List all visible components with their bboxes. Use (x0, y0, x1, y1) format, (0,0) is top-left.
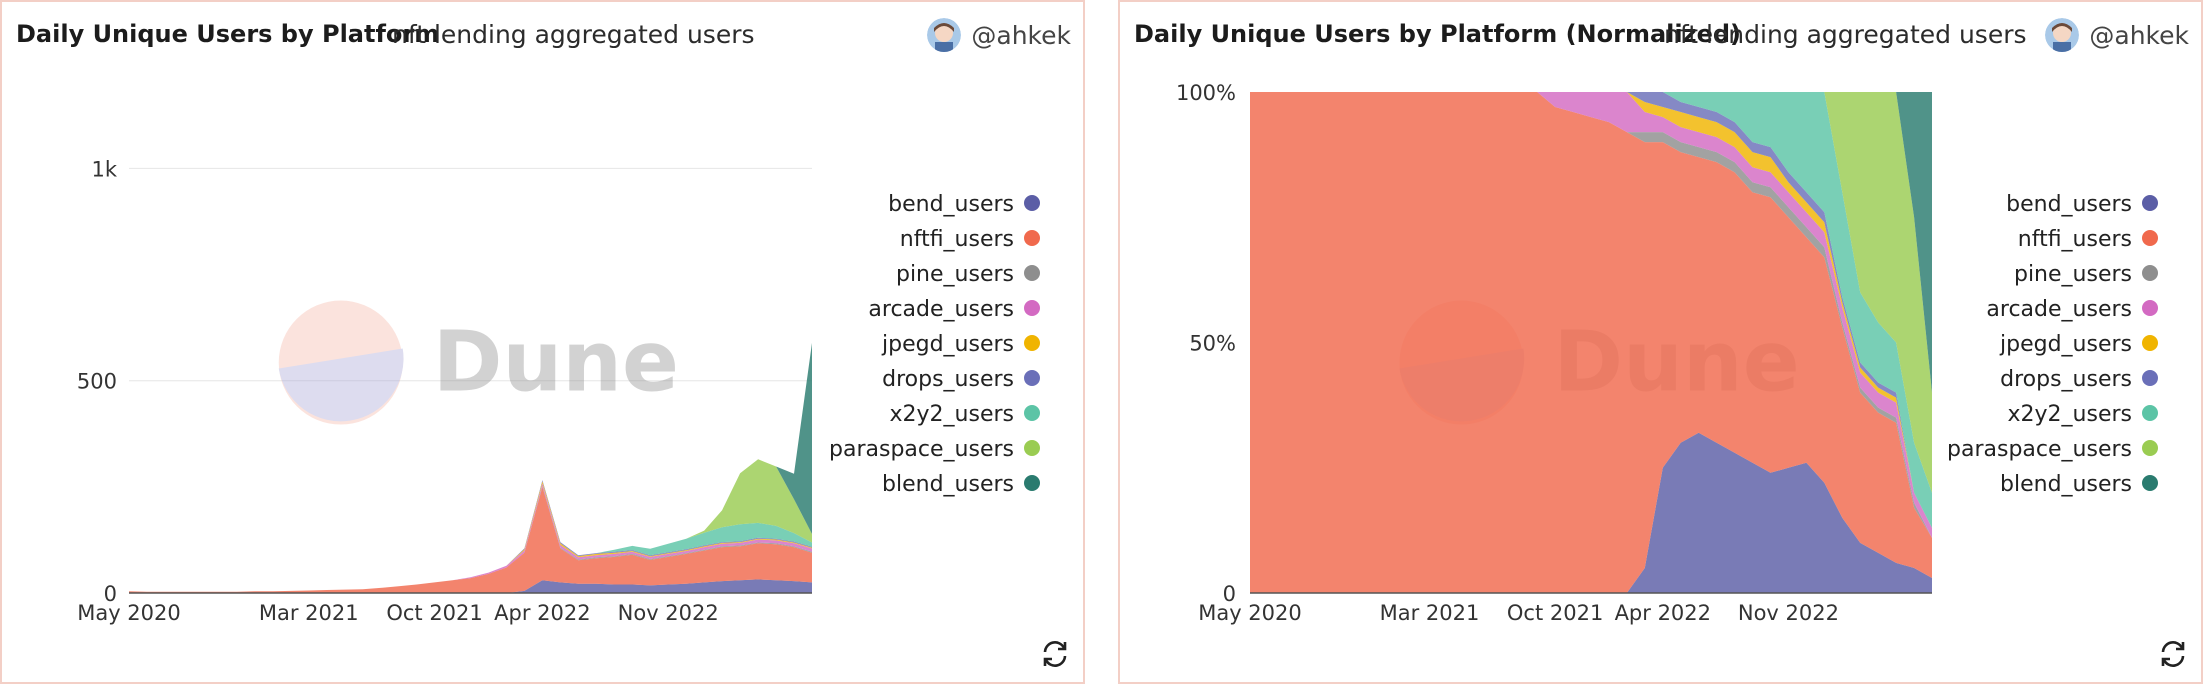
dune-watermark: Dune (278, 300, 679, 425)
legend-label-x2y2-users: x2y2_users (890, 402, 1014, 427)
legend-label-paraspace-users: paraspace_users (829, 437, 1014, 462)
author-name: @ahkek (971, 20, 1071, 50)
x-tick-label: Mar 2021 (1380, 601, 1480, 625)
legend-marker (1024, 265, 1040, 281)
refresh-icon[interactable] (1037, 636, 1073, 672)
legend-label-jpegd-users: jpegd_users (1999, 332, 2132, 357)
legend-marker (2142, 265, 2158, 281)
legend-marker (2142, 335, 2158, 351)
series-area-bend-users (129, 579, 812, 593)
avatar (2045, 18, 2080, 52)
legend-marker (1024, 195, 1040, 211)
legend-label-drops-users: drops_users (882, 367, 1014, 392)
series-area-paraspace-users (129, 459, 812, 592)
legend-label-nftfi-users: nftfi_users (2018, 227, 2132, 252)
x-tick-label: Apr 2022 (1615, 601, 1711, 625)
x-tick-label: Nov 2022 (618, 601, 719, 625)
legend-label-bend-users: bend_users (888, 192, 1014, 217)
legend-marker (2142, 475, 2158, 491)
x-tick-label: Oct 2021 (1507, 601, 1603, 625)
chart-subtitle: nft lending aggregated users (1664, 20, 2027, 49)
y-tick-label: 0 (104, 582, 117, 606)
legend-marker (1024, 405, 1040, 421)
legend-marker (2142, 300, 2158, 316)
series-area-nftfi-users (129, 486, 812, 593)
chart-title: Daily Unique Users by Platform (16, 20, 440, 48)
series-area-nftfi-users (1250, 92, 1932, 593)
legend-marker (2142, 230, 2158, 246)
watermark-text: Dune (433, 313, 679, 411)
y-tick-label: 100% (1176, 81, 1236, 105)
legend-marker (1024, 440, 1040, 456)
author-link[interactable]: @ahkek (2045, 16, 2189, 54)
avatar (927, 18, 962, 52)
series-area-bend-users (1250, 432, 1932, 593)
legend-marker (1024, 230, 1040, 246)
legend-label-drops-users: drops_users (2000, 367, 2132, 392)
legend-label-arcade-users: arcade_users (1986, 297, 2132, 322)
chart-panel-left: Daily Unique Users by Platform nft lendi… (0, 0, 1085, 684)
legend-label-x2y2-users: x2y2_users (2008, 402, 2132, 427)
legend-label-bend-users: bend_users (2006, 192, 2132, 217)
y-tick-label: 0 (1223, 582, 1236, 606)
legend-marker (2142, 370, 2158, 386)
watermark-circle (278, 300, 403, 425)
refresh-icon[interactable] (2155, 636, 2191, 672)
legend-marker (1024, 370, 1040, 386)
x-tick-label: Mar 2021 (259, 601, 359, 625)
y-tick-label: 50% (1189, 332, 1236, 356)
x-tick-label: Nov 2022 (1738, 601, 1839, 625)
legend-label-jpegd-users: jpegd_users (881, 332, 1014, 357)
chart-panel-right: Daily Unique Users by Platform (Normaliz… (1118, 0, 2203, 684)
legend-label-blend-users: blend_users (882, 472, 1014, 497)
legend-marker (2142, 405, 2158, 421)
legend-label-blend-users: blend_users (2000, 472, 2132, 497)
x-tick-label: Apr 2022 (494, 601, 590, 625)
x-tick-label: May 2020 (77, 601, 181, 625)
chart-title: Daily Unique Users by Platform (Normaliz… (1134, 20, 1742, 48)
watermark-segment (278, 348, 404, 422)
y-tick-label: 1k (91, 157, 117, 181)
series-area-paraspace-users (1250, 92, 1932, 493)
x-tick-label: May 2020 (1198, 601, 1302, 625)
legend-label-arcade-users: arcade_users (868, 297, 1014, 322)
legend-marker (2142, 440, 2158, 456)
legend-label-pine-users: pine_users (2014, 262, 2132, 287)
author-link[interactable]: @ahkek (927, 16, 1071, 54)
x-tick-label: Oct 2021 (386, 601, 482, 625)
legend-marker (1024, 300, 1040, 316)
y-tick-label: 500 (77, 370, 117, 394)
legend-label-pine-users: pine_users (896, 262, 1014, 287)
stacked-area-chart: 0 500 1k Dune May 2020 Mar 2021 Oct 2021 Apr 20… (77, 157, 1040, 625)
legend-marker (2142, 195, 2158, 211)
legend-label-paraspace-users: paraspace_users (1947, 437, 2132, 462)
legend-label-nftfi-users: nftfi_users (900, 227, 1014, 252)
legend-marker (1024, 335, 1040, 351)
legend-marker (1024, 475, 1040, 491)
chart-subtitle: nft lending aggregated users (392, 20, 755, 49)
author-name: @ahkek (2089, 20, 2189, 50)
